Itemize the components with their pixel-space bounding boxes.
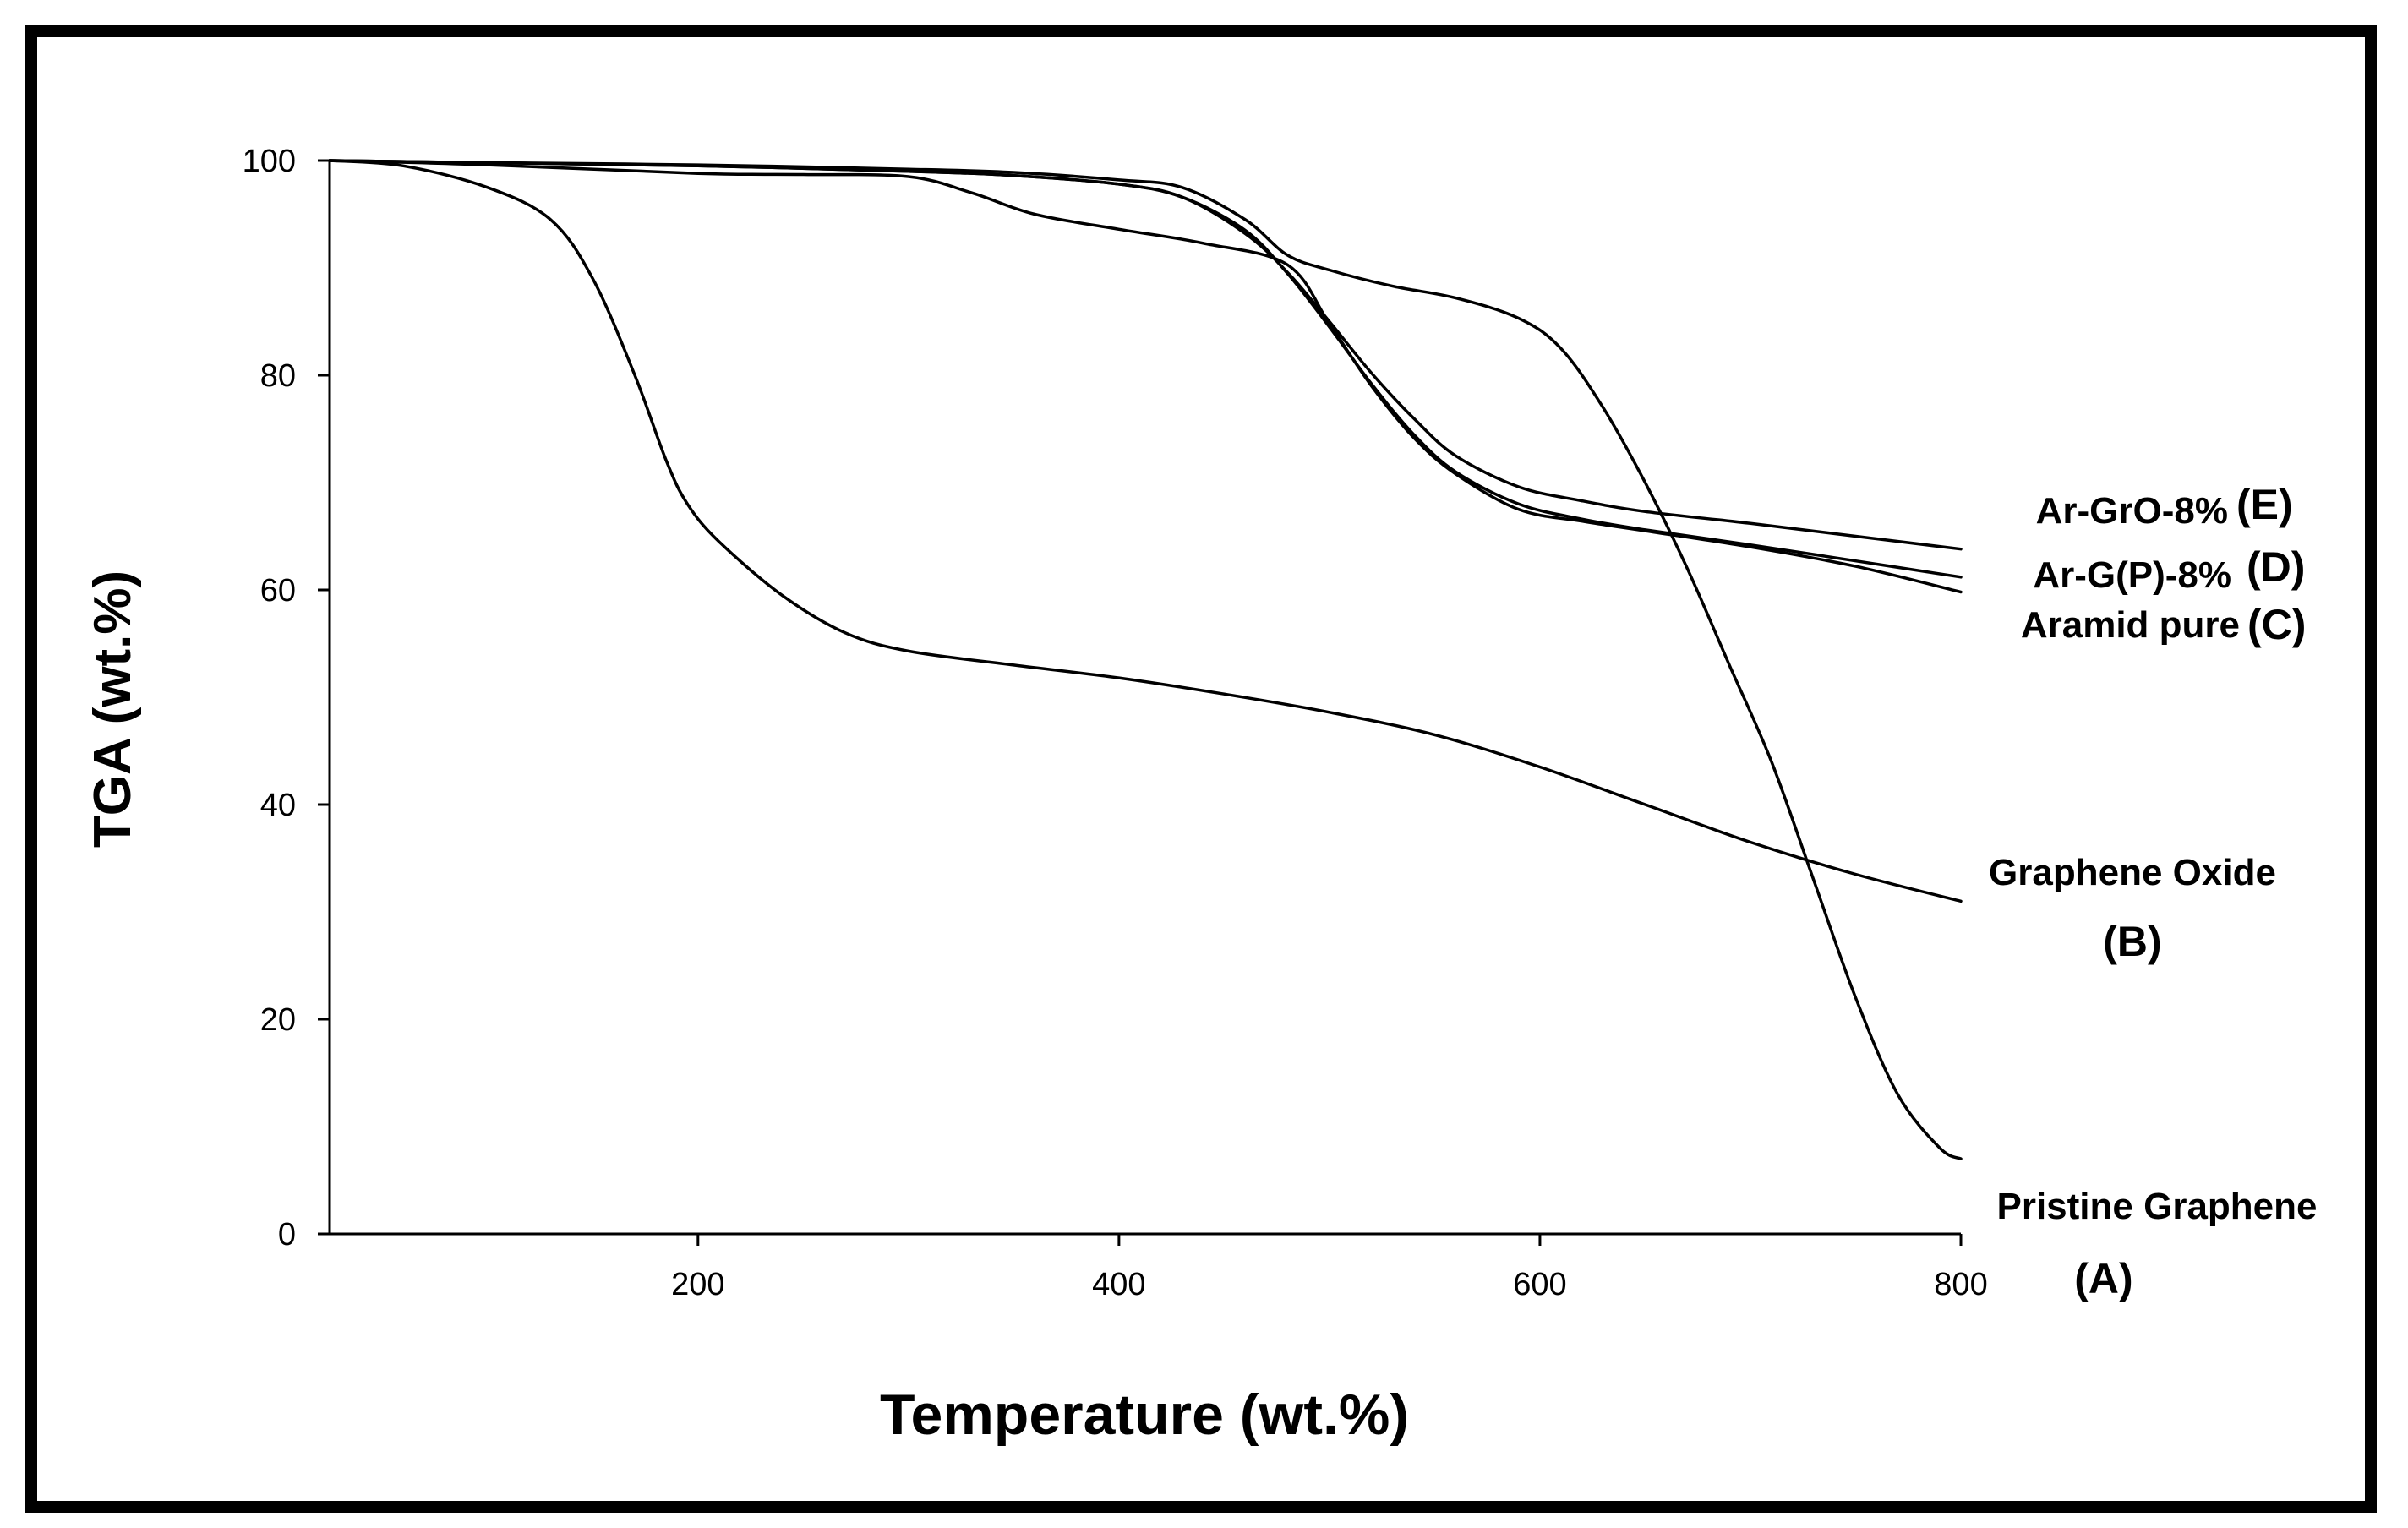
series-curves [328, 159, 1963, 1160]
x-axis-title: Temperature (wt.%) [880, 1383, 1409, 1447]
y-tick-label: 100 [243, 144, 296, 179]
series-letter-C: (C) [2247, 601, 2306, 648]
series-letter-B: (B) [2103, 918, 2161, 965]
y-tick-label: 40 [260, 788, 296, 823]
series-name-A: Pristine Graphene [1996, 1186, 2317, 1227]
y-tick-label: 0 [278, 1217, 296, 1252]
series-line-B [328, 159, 1963, 903]
x-tick-label: 200 [671, 1267, 724, 1302]
tga-chart: 0 20 40 60 80 100 200 400 600 800 Pristine Graphe… [84, 144, 2318, 1447]
series-line-D [328, 159, 1963, 579]
series-name-D: Ar-G(P)-8% [2033, 554, 2231, 596]
series-name-B: Graphene Oxide [1989, 852, 2276, 893]
axes [318, 159, 1963, 1246]
tick-labels: 0 20 40 60 80 100 200 400 600 800 [243, 144, 1988, 1302]
chart-frame: 0 20 40 60 80 100 200 400 600 800 Pristine Graphe… [25, 25, 2377, 1513]
x-tick-label: 600 [1513, 1267, 1566, 1302]
series-letter-E: (E) [2236, 481, 2293, 528]
series-line-E [328, 159, 1963, 551]
x-tick-label: 400 [1092, 1267, 1145, 1302]
y-tick-label: 20 [260, 1002, 296, 1038]
y-tick-label: 60 [260, 573, 296, 608]
series-letter-A: (A) [2074, 1255, 2132, 1302]
series-line-A [328, 159, 1963, 1160]
series-name-C: Aramid pure [2021, 604, 2240, 646]
y-axis-title: TGA (wt.%) [84, 570, 142, 848]
series-letter-D: (D) [2247, 543, 2305, 591]
x-tick-label: 800 [1934, 1267, 1987, 1302]
series-labels: Pristine Graphene (A) Graphene Oxide (B) Ara… [1989, 481, 2317, 1302]
series-line-C [328, 159, 1963, 594]
series-name-E: Ar-GrO-8% [2036, 490, 2228, 532]
y-tick-label: 80 [260, 358, 296, 394]
